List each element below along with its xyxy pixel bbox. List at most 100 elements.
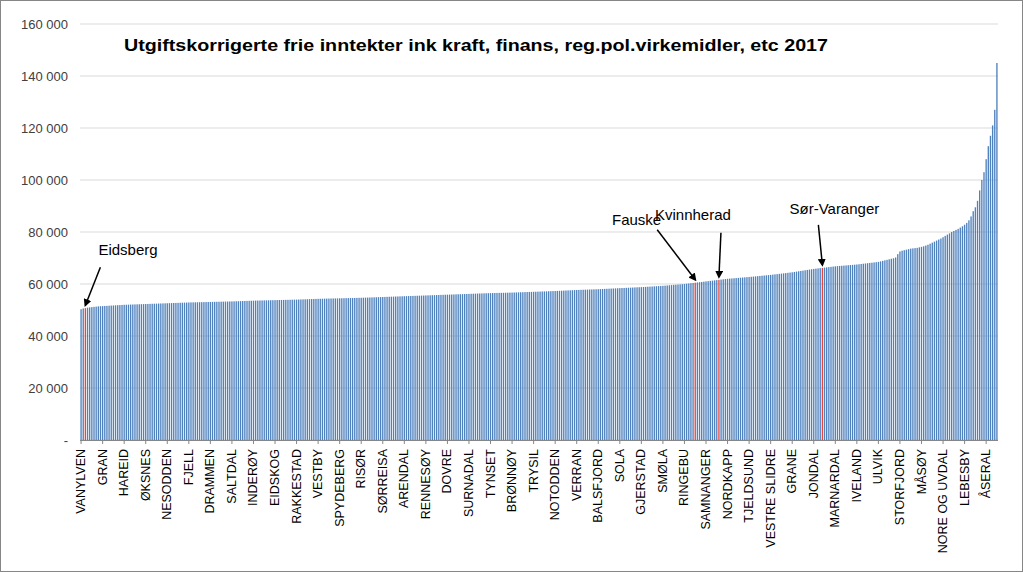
bar: [468, 294, 469, 440]
bar: [914, 248, 915, 440]
grid-line: [80, 284, 998, 285]
bar: [927, 245, 928, 440]
bar: [322, 299, 323, 440]
x-tick-label: HAREID: [117, 449, 131, 496]
x-tick: [835, 440, 836, 444]
bar: [324, 299, 325, 440]
bar: [787, 273, 788, 440]
bar: [891, 259, 892, 440]
bar: [535, 292, 536, 440]
bar: [386, 297, 387, 440]
bar: [287, 300, 288, 440]
bar: [710, 281, 711, 440]
bar: [583, 290, 584, 440]
bar: [554, 291, 555, 440]
bar: [953, 231, 954, 440]
bar: [858, 264, 859, 440]
bar: [651, 286, 652, 440]
bar: [664, 286, 665, 440]
bar: [139, 304, 140, 440]
bar: [85, 308, 86, 440]
bar: [162, 303, 163, 440]
x-tick: [490, 440, 491, 444]
bar: [718, 280, 719, 440]
x-tick: [986, 440, 987, 444]
x-tick-label: NORDKAPP: [721, 449, 735, 519]
bar: [367, 298, 368, 440]
bar: [277, 300, 278, 440]
x-tick: [943, 440, 944, 444]
x-tick-label: DRAMMEN: [203, 449, 217, 514]
bar: [632, 288, 633, 440]
bar: [996, 63, 997, 440]
x-tick: [296, 440, 297, 444]
bar: [994, 110, 995, 440]
x-tick-label: ARENDAL: [397, 449, 411, 508]
bar: [720, 280, 721, 440]
x-tick: [468, 440, 469, 444]
bar: [557, 291, 558, 440]
x-tick-label: RISØR: [354, 449, 368, 489]
bar: [274, 300, 275, 440]
bar: [565, 291, 566, 441]
bar: [345, 298, 346, 440]
bar: [796, 272, 797, 440]
bar: [442, 295, 443, 440]
bar: [917, 248, 918, 440]
y-tick-label: 40 000: [28, 329, 68, 344]
bar: [983, 172, 984, 440]
x-tick: [167, 440, 168, 444]
x-tick-label: IVELAND: [850, 449, 864, 503]
x-tick: [188, 440, 189, 444]
bar: [95, 307, 96, 440]
bar: [145, 304, 146, 440]
bar: [423, 296, 424, 440]
bar: [608, 289, 609, 440]
bar: [363, 298, 364, 440]
bar: [154, 304, 155, 440]
bar: [990, 136, 991, 440]
bar: [809, 270, 810, 440]
x-tick-label: GRANE: [785, 449, 799, 493]
bar: [80, 309, 81, 440]
chart-svg: -20 00040 00060 00080 000100 000120 0001…: [0, 0, 1023, 572]
bar: [126, 305, 127, 440]
bar: [279, 300, 280, 440]
x-tick-label: VANYLVEN: [74, 449, 88, 514]
bar: [210, 302, 211, 440]
bar: [544, 291, 545, 440]
x-tick: [792, 440, 793, 444]
x-tick: [921, 440, 922, 444]
bars: [80, 63, 997, 440]
bar: [955, 230, 956, 440]
bar: [111, 306, 112, 440]
x-tick: [145, 440, 146, 444]
bar: [156, 304, 157, 440]
x-tick: [404, 440, 405, 444]
bar: [873, 262, 874, 440]
bar: [837, 266, 838, 440]
bar: [744, 277, 745, 440]
bar: [871, 263, 872, 440]
x-tick: [899, 440, 900, 444]
x-tick: [361, 440, 362, 444]
bar: [679, 284, 680, 440]
bar: [921, 247, 922, 440]
bar: [412, 296, 413, 440]
bar: [231, 301, 232, 440]
bar: [479, 293, 480, 440]
x-tick-label: INDERØY: [246, 448, 260, 506]
bar: [352, 298, 353, 440]
bar: [434, 295, 435, 440]
bar: [938, 240, 939, 440]
bar: [505, 293, 506, 440]
bar: [639, 287, 640, 440]
bar: [333, 298, 334, 440]
x-tick-label: GRAN: [96, 449, 110, 485]
bar: [574, 290, 575, 440]
y-tick-label: 120 000: [21, 121, 68, 136]
x-tick: [706, 440, 707, 444]
bar: [311, 299, 312, 440]
annotation-arrow: [657, 230, 695, 280]
bar: [149, 304, 150, 440]
